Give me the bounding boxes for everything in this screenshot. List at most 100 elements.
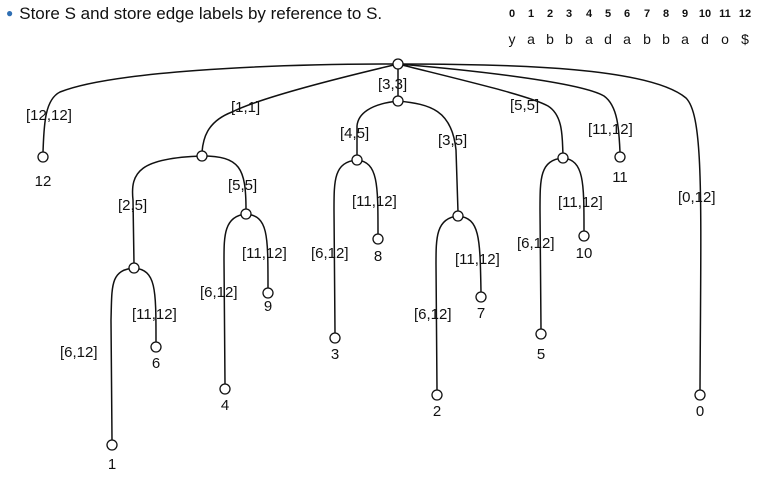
leaf-node-5 [535,328,547,340]
bullet-icon: ● [6,6,14,20]
string-char-4: a [585,31,593,47]
edge-label-root-b: [3,3] [378,76,407,93]
leaf-label-8: 8 [374,248,382,265]
leaf-label-9: 9 [264,298,272,315]
edge-label-root-leaf12: [12,12] [26,107,72,124]
string-index-4: 4 [586,8,593,20]
leaf-label-5: 5 [537,346,545,363]
leaf-node-4 [219,383,231,395]
leaf-node-2 [431,389,443,401]
edge-label-abbad-leaf1: [6,12] [60,344,98,361]
edge-label-bad-leaf8: [11,12] [352,193,397,210]
edge-label-bbad-leaf2: [6,12] [414,306,452,323]
string-index-2: 2 [547,8,553,20]
string-char-3: b [565,31,573,47]
edge-labels: [12,12] [1,1] [3,3] [5,5] [11,12] [0,12]… [26,76,716,361]
string-index-0: 0 [509,8,515,20]
leaf-label-0: 0 [696,403,704,420]
leaf-node-11 [614,151,626,163]
edge-abbad-leaf6 [133,267,157,343]
string-char-7: b [643,31,651,47]
string-char-12: $ [741,31,749,47]
leaf-node-12 [37,151,49,163]
edge-label-root-a: [1,1] [231,99,260,116]
string-index-5: 5 [605,8,611,20]
edge-ad-leaf9 [245,213,269,289]
edge-root-leaf11 [397,63,621,153]
leaf-label-6: 6 [152,355,160,372]
edge-label-bbad-leaf7: [11,12] [455,251,500,268]
edge-d-leaf10 [562,157,585,232]
edge-d-leaf5 [539,157,564,330]
string-table: 0 1 2 3 4 5 6 7 8 9 10 11 12y a b b a d a b b a d o $ [509,8,752,47]
edge-label-root-leaf0: [0,12] [678,189,716,206]
leaf-node-10 [578,230,590,242]
edge-label-root-leaf11: [11,12] [588,121,633,138]
internal-node-ad [240,208,252,220]
tree-nodes [37,58,706,451]
edge-root-a [201,63,399,153]
edge-label-d-leaf10: [11,12] [558,194,603,211]
edge-bad-leaf3 [333,159,358,334]
bullet-point: ● Store S and store edge labels by refere… [6,4,382,24]
string-index-8: 8 [663,8,669,20]
bullet-text: Store S and store edge labels by referen… [19,4,383,23]
edge-label-a-ad: [5,5] [228,177,257,194]
string-char-5: d [604,31,612,47]
edge-root-leaf12 [42,63,399,153]
string-char-6: a [623,31,631,47]
edge-label-ad-leaf4: [6,12] [200,284,238,301]
edge-root-leaf0 [397,63,702,391]
string-index-1: 1 [528,8,534,20]
leaf-label-3: 3 [331,346,339,363]
tree-edges [42,63,702,441]
root-node [392,58,404,70]
leaf-node-0 [694,389,706,401]
string-index-6: 6 [624,8,630,20]
string-index-3: 3 [566,8,572,20]
edge-label-d-leaf5: [6,12] [517,235,555,252]
leaf-label-4: 4 [221,397,229,414]
edge-bbad-leaf2 [435,215,459,391]
edge-root-d [397,63,564,155]
string-char-1: a [527,31,535,47]
edge-label-abbad-leaf6: [11,12] [132,306,177,323]
edge-label-ad-leaf9: [11,12] [242,245,287,262]
string-char-9: a [681,31,689,47]
leaf-node-1 [106,439,118,451]
string-char-10: d [701,31,709,47]
leaf-node-6 [150,341,162,353]
internal-node-bad [351,154,363,166]
string-char-8: b [662,31,670,47]
edge-b-bbad [397,100,459,213]
leaf-label-12: 12 [35,173,52,190]
string-index-12: 12 [739,8,751,20]
internal-node-bbad [452,210,464,222]
leaf-node-7 [475,291,487,303]
edge-label-b-bbad: [3,5] [438,132,467,149]
string-index-11: 11 [719,8,731,20]
edge-label-root-d: [5,5] [510,97,539,114]
edge-a-abbad [131,155,203,265]
leaf-label-7: 7 [477,305,485,322]
internal-node-b [392,95,404,107]
edge-b-bad [356,100,399,156]
leaf-node-8 [372,233,384,245]
leaf-label-11: 11 [612,169,628,186]
string-char-11: o [721,31,729,47]
edge-label-b-bad: [4,5] [340,125,369,142]
internal-node-d [557,152,569,164]
string-index-9: 9 [682,8,688,20]
edge-bbad-leaf7 [457,215,482,293]
edge-abbad-leaf1 [110,267,135,441]
leaf-label-1: 1 [108,456,116,473]
internal-node-a [196,150,208,162]
string-char-0: y [509,31,516,47]
string-index-7: 7 [644,8,650,20]
edge-label-a-abbad: [2,5] [118,197,147,214]
leaf-label-2: 2 [433,403,441,420]
edge-bad-leaf8 [356,159,379,235]
string-index-10: 10 [699,8,711,20]
leaf-labels: 12 11 0 1 6 4 9 3 8 2 7 5 10 [35,169,705,473]
